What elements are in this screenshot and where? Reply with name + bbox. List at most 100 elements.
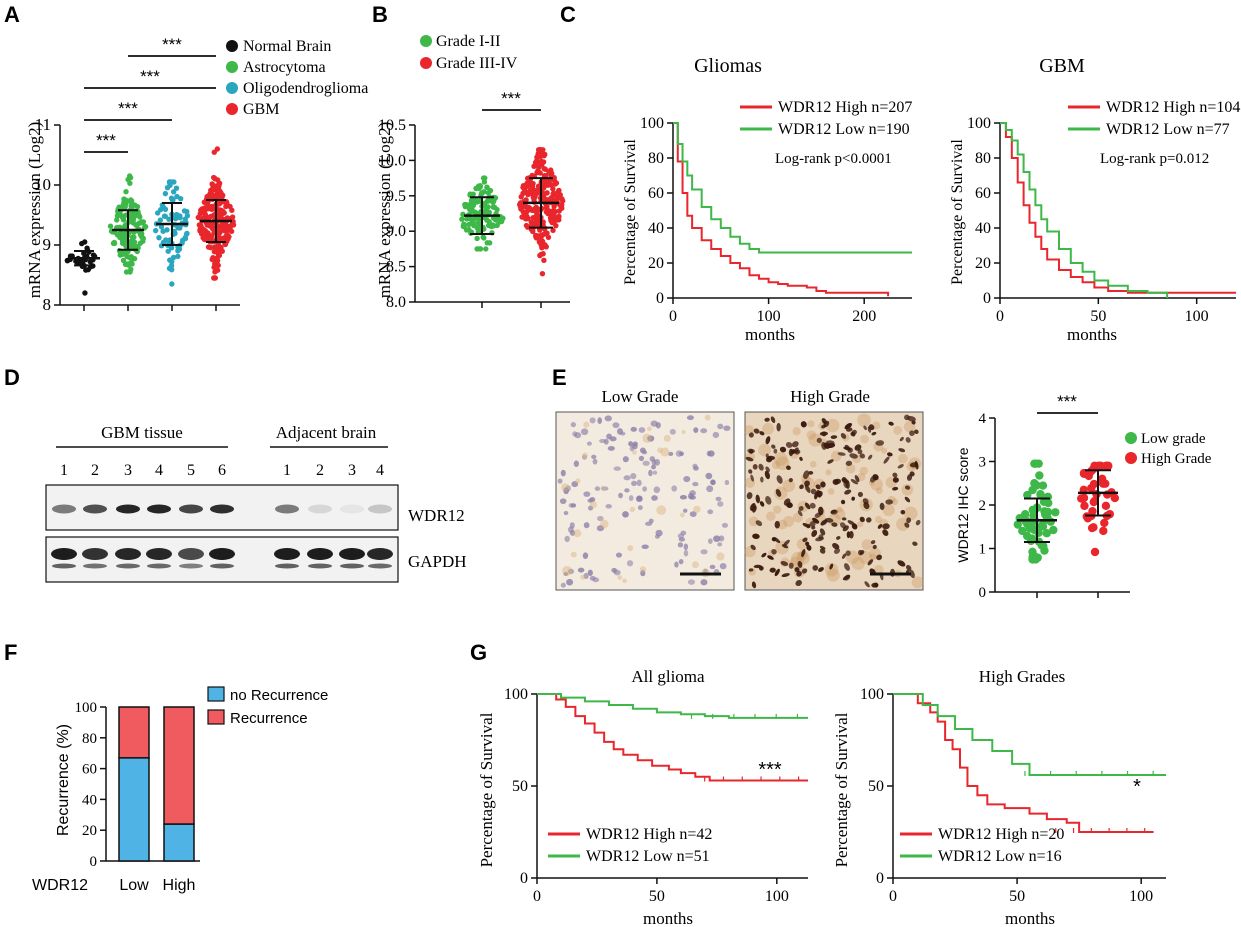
- ihc-nucleus-low: [573, 460, 579, 467]
- blot-band-gapdh-lower: [83, 563, 107, 569]
- ihc-nucleus-low: [616, 428, 623, 435]
- panel-b-dot: [556, 208, 562, 214]
- panel-b-dot: [491, 223, 497, 229]
- blot-band-wdr12: [275, 504, 299, 514]
- ihc-nucleus-high: [799, 484, 804, 490]
- ihc-nucleus-high: [815, 484, 821, 490]
- panel-e-dot: [1080, 501, 1089, 511]
- panel-c-gbm-y-tick-label: 0: [983, 290, 991, 307]
- ihc-nucleus-high: [827, 459, 834, 464]
- panel-a-dot: [79, 240, 85, 247]
- panel-b-dot: [485, 204, 491, 210]
- panel-e-y-tick-label: 3: [979, 455, 987, 471]
- ihc-nucleus-low: [582, 552, 589, 559]
- panel-a-dot: [158, 224, 165, 230]
- panel-a-legend-entry: Normal Brain: [243, 38, 331, 55]
- panel-a-dot: [216, 201, 223, 207]
- ihc-nucleus-low: [692, 481, 699, 487]
- ihc-nucleus-low: [568, 503, 574, 508]
- ihc-nucleus-high: [844, 563, 850, 571]
- panel-b-dot: [544, 203, 550, 210]
- panel-a-dot: [181, 208, 188, 214]
- ihc-nucleus-high: [909, 462, 919, 468]
- ihc-nucleus-low: [655, 422, 661, 429]
- panel-g-high-grades-x-tick-label: 100: [1129, 888, 1153, 905]
- ihc-stain-high: [896, 517, 910, 531]
- panel-e-dot: [1076, 494, 1086, 503]
- ihc-stain-high: [792, 427, 801, 436]
- ihc-nucleus-low: [596, 525, 605, 532]
- ihc-nucleus-high: [885, 499, 893, 505]
- ihc-nucleus-low: [583, 522, 590, 529]
- ihc-nucleus-high: [746, 492, 753, 500]
- ihc-nucleus-high: [797, 560, 803, 568]
- panel-b-dot: [552, 181, 558, 187]
- ihc-nucleus-high: [844, 422, 853, 430]
- ihc-nucleus-low: [583, 491, 591, 497]
- ihc-stain-high: [758, 443, 771, 457]
- panel-b-dot: [530, 180, 536, 187]
- ihc-stain-high: [748, 516, 759, 527]
- ihc-stain-high: [857, 520, 864, 528]
- blot-band-gapdh: [339, 548, 365, 560]
- panel-a-dot: [128, 197, 134, 203]
- ihc-nucleus-high: [829, 563, 834, 570]
- panel-g-high-grades-km: High Grades months Percentage of Surviva…: [832, 667, 1166, 927]
- ihc-stain-high: [845, 463, 856, 474]
- panel-b-dot: [466, 226, 472, 233]
- panel-e-dot: [1038, 481, 1048, 490]
- panel-b-dot: [541, 257, 547, 263]
- ihc-nucleus-low: [723, 425, 731, 431]
- panel-c-gliomas-ylabel: Percentage of Survival: [622, 139, 639, 285]
- ihc-nucleus-low: [565, 485, 571, 492]
- ihc-nucleus-high: [753, 428, 760, 434]
- blot-band-label-wdr12: WDR12: [408, 506, 465, 525]
- ihc-stain-high: [775, 456, 790, 471]
- ihc-nucleus-high: [906, 474, 913, 481]
- panel-a-dot: [220, 235, 226, 241]
- panel-a-dot: [209, 256, 215, 263]
- panel-e-dot: [1035, 471, 1044, 480]
- ihc-nucleus-high: [797, 510, 803, 517]
- ihc-nucleus-high: [818, 506, 824, 516]
- ihc-nucleus-high: [748, 568, 754, 572]
- panel-e-dot: [1028, 485, 1037, 495]
- panel-a-dot: [82, 290, 88, 296]
- panel-b-dot: [534, 158, 540, 165]
- ihc-nucleus-low: [597, 515, 604, 522]
- panel-b-legend-entry: Grade III-IV: [436, 55, 518, 72]
- ihc-nucleus-high: [833, 548, 841, 554]
- ihc-nucleus-low: [648, 518, 654, 524]
- panel-c-gliomas-legend-entry: WDR12 Low n=190: [778, 121, 910, 138]
- ihc-nucleus-low: [709, 564, 716, 570]
- panel-a-dot: [216, 181, 222, 187]
- blot-lane-number: 1: [60, 462, 68, 479]
- ihc-stain-low: [580, 574, 586, 580]
- ihc-nucleus-high: [790, 449, 796, 454]
- ihc-stain-low: [681, 429, 686, 435]
- panel-e-dot: [1036, 490, 1045, 499]
- panel-g-high-grades-legend-entry: WDR12 High n=20: [938, 826, 1064, 843]
- ihc-nucleus-low: [560, 582, 566, 588]
- panel-g-all-glioma-title: All glioma: [631, 667, 705, 686]
- panel-a-dot: [225, 225, 232, 231]
- ihc-stain-high: [869, 553, 877, 561]
- blot-band-gapdh: [51, 548, 77, 560]
- panel-b-dot: [517, 200, 524, 206]
- panel-e-dot: [1037, 541, 1046, 550]
- panel-g-high-grades-y-tick-label: 0: [876, 870, 884, 887]
- panel-c-gliomas-x-tick-label: 100: [757, 308, 781, 325]
- panel-b-legend-entry: Grade I-II: [436, 33, 500, 50]
- ihc-nucleus-high: [870, 540, 876, 545]
- ihc-nucleus-high: [904, 485, 911, 490]
- panel-b-dot: [490, 204, 496, 210]
- panel-label-g: G: [470, 640, 487, 665]
- panel-a-dot: [152, 227, 159, 234]
- ihc-nucleus-low: [647, 435, 655, 442]
- ihc-nucleus-high: [770, 416, 776, 423]
- panel-g-high-grades-x-tick-label: 0: [889, 888, 897, 905]
- panel-b-dot: [469, 207, 475, 213]
- ihc-nucleus-high: [897, 464, 904, 469]
- panel-b-y-tick-label: 8.0: [386, 294, 406, 311]
- panel-a-dot: [202, 236, 209, 243]
